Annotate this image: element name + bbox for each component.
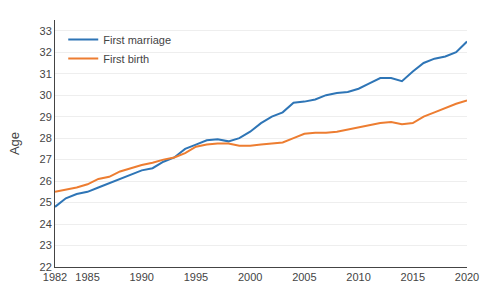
svg-text:2005: 2005	[292, 271, 316, 283]
svg-text:29: 29	[40, 111, 52, 123]
svg-text:First birth: First birth	[103, 53, 149, 65]
svg-text:1982: 1982	[43, 271, 67, 283]
svg-text:2000: 2000	[238, 271, 262, 283]
svg-text:1990: 1990	[129, 271, 153, 283]
svg-text:31: 31	[40, 68, 52, 80]
svg-text:2020: 2020	[455, 271, 479, 283]
svg-text:Age: Age	[7, 132, 22, 155]
svg-text:28: 28	[40, 132, 52, 144]
svg-text:1995: 1995	[184, 271, 208, 283]
svg-text:24: 24	[40, 218, 52, 230]
svg-text:32: 32	[40, 46, 52, 58]
svg-text:22: 22	[40, 261, 52, 273]
svg-text:26: 26	[40, 175, 52, 187]
svg-text:27: 27	[40, 153, 52, 165]
svg-text:23: 23	[40, 239, 52, 251]
svg-text:2015: 2015	[401, 271, 425, 283]
svg-text:25: 25	[40, 196, 52, 208]
svg-text:2010: 2010	[346, 271, 370, 283]
svg-text:30: 30	[40, 89, 52, 101]
svg-text:33: 33	[40, 25, 52, 37]
svg-text:First marriage: First marriage	[103, 34, 171, 46]
svg-text:1985: 1985	[75, 271, 99, 283]
